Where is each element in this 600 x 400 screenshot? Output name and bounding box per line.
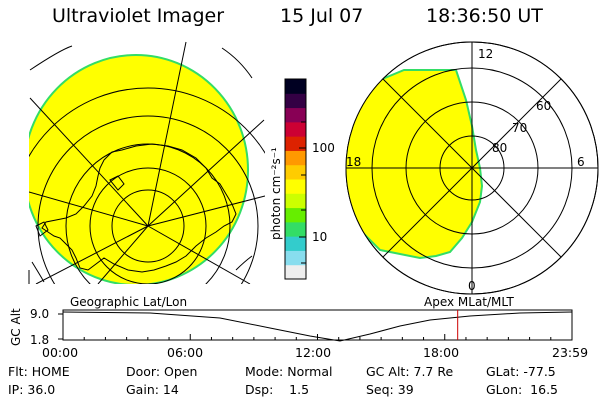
colorbar-tick-100: 100 <box>312 141 335 155</box>
colorbar-segment <box>285 93 306 109</box>
altitude-plot: 9.0 1.8 GC Alt <box>9 307 573 347</box>
alt-ylabel: GC Alt <box>9 308 23 346</box>
mlt-label-bottom: 0 <box>468 279 476 293</box>
status-flight: Flt: HOME <box>8 364 70 379</box>
geo-disk <box>29 54 249 284</box>
polar-caption: Apex MLat/MLT <box>424 295 514 309</box>
colorbar-segment <box>285 264 306 280</box>
altitude-curve <box>62 311 573 342</box>
alt-xtick-2: 12:00 <box>295 345 332 360</box>
alt-xtick-1: 06:00 <box>167 345 204 360</box>
colorbar-segment <box>285 236 306 251</box>
colorbar: 100 10 photon cm⁻²s⁻¹ <box>269 78 335 280</box>
colorbar-segment <box>285 121 306 137</box>
colorbar-tick-10: 10 <box>312 230 327 244</box>
colorbar-unit: photon cm⁻²s⁻¹ <box>269 147 283 240</box>
status-glon: GLon: 16.5 <box>486 382 558 397</box>
lat-label-70: 70 <box>512 121 527 135</box>
colorbar-segment <box>285 193 306 209</box>
colorbar-segment <box>285 164 306 180</box>
alt-ytick-high: 9.0 <box>30 307 49 321</box>
colorbar-segment <box>285 136 306 151</box>
colorbar-segment <box>285 107 306 123</box>
status-mode: Mode: Normal <box>245 364 333 379</box>
alt-xtick-0: 00:00 <box>42 345 79 360</box>
mlt-label-top: 12 <box>478 47 493 61</box>
status-gain: Gain: 14 <box>126 382 179 397</box>
status-dsp: Dsp: 1.5 <box>245 382 310 397</box>
colorbar-segment <box>285 250 306 266</box>
lat-label-60: 60 <box>536 99 551 113</box>
alt-xtick-3: 18:00 <box>423 345 460 360</box>
colorbar-segment <box>285 150 306 166</box>
colorbar-segment <box>285 79 306 94</box>
colorbar-segment <box>285 207 306 223</box>
status-glat: GLat: -77.5 <box>486 364 556 379</box>
colorbar-segment <box>285 179 306 194</box>
lat-label-80: 80 <box>492 141 507 155</box>
coastline <box>41 143 237 273</box>
status-gc-alt: GC Alt: 7.7 Re <box>366 364 454 379</box>
geo-caption: Geographic Lat/Lon <box>70 295 188 309</box>
colorbar-segment <box>285 221 306 237</box>
mlt-label-left: 18 <box>346 155 361 169</box>
alt-xtick-4: 23:59 <box>552 345 589 360</box>
alt-ytick-low: 1.8 <box>30 333 49 347</box>
status-seq: Seq: 39 <box>366 382 414 397</box>
status-door: Door: Open <box>126 364 198 379</box>
polar-image-panel: 12 18 6 0 60 70 80 <box>345 41 599 295</box>
status-ip: IP: 36.0 <box>8 382 56 397</box>
date-label: 15 Jul 07 <box>280 5 364 27</box>
instrument-title: Ultraviolet Imager <box>52 5 225 27</box>
polar-emission-region <box>346 69 484 260</box>
time-label: 18:36:50 UT <box>426 5 543 27</box>
mlt-label-right: 6 <box>577 155 585 169</box>
